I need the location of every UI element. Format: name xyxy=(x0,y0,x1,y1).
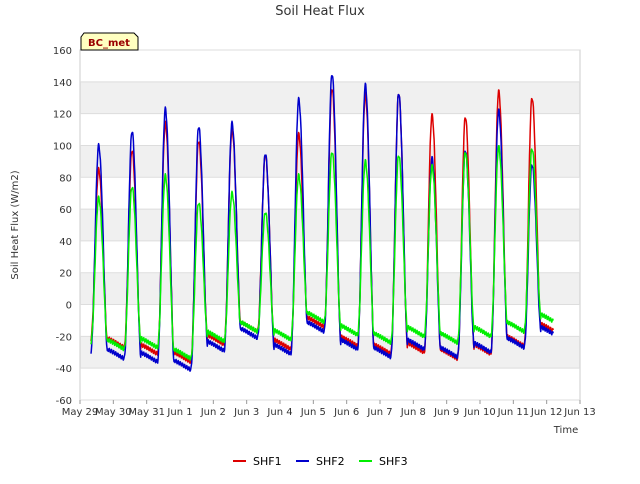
grid-band xyxy=(80,50,580,82)
x-tick-label: Jun 2 xyxy=(200,407,226,418)
grid-band xyxy=(80,209,580,241)
y-axis-title: Soil Heat Flux (W/m2) xyxy=(10,170,21,279)
x-tick-label: Jun 13 xyxy=(563,407,596,418)
x-tick-label: Jun 1 xyxy=(166,407,192,418)
y-tick-label: 100 xyxy=(53,141,72,152)
x-tick-label: Jun 6 xyxy=(333,407,359,418)
grid-band xyxy=(80,240,580,273)
site-label: BC_met xyxy=(88,38,130,49)
grid-band xyxy=(80,304,580,337)
x-tick-label: Jun 8 xyxy=(400,407,426,418)
x-tick-label: May 29 xyxy=(62,407,99,418)
y-tick-label: 160 xyxy=(53,46,72,57)
x-tick-label: Jun 7 xyxy=(366,407,392,418)
legend-label-shf2: SHF2 xyxy=(316,455,345,468)
y-axis-ticks: -60 -40 -20 0 20 40 60 80 100 120 140 160 xyxy=(53,46,72,407)
legend-label-shf1: SHF1 xyxy=(253,455,282,468)
legend-label-shf3: SHF3 xyxy=(379,455,408,468)
y-tick-label: -60 xyxy=(56,396,72,407)
y-tick-label: -40 xyxy=(56,364,72,375)
y-tick-label: -20 xyxy=(56,332,72,343)
x-tick-label: Jun 5 xyxy=(300,407,326,418)
chart-title: Soil Heat Flux xyxy=(275,4,365,19)
series-lines xyxy=(90,74,554,372)
x-axis-title: Time xyxy=(553,425,578,436)
x-tick-label: Jun 10 xyxy=(463,407,496,418)
series-line-shf3 xyxy=(90,144,554,361)
x-tick-label: Jun 11 xyxy=(497,407,530,418)
x-tick-label: Jun 3 xyxy=(233,407,259,418)
y-tick-label: 120 xyxy=(53,110,72,121)
legend: SHF1 SHF2 SHF3 xyxy=(233,455,408,468)
y-tick-label: 80 xyxy=(59,173,72,184)
site-label-background xyxy=(80,32,139,51)
y-tick-label: 140 xyxy=(53,78,72,89)
y-tick-label: 0 xyxy=(66,301,72,312)
grid-band xyxy=(80,336,580,369)
grid-band xyxy=(80,272,580,305)
x-tick-label: May 31 xyxy=(128,407,165,418)
x-tick-label: May 30 xyxy=(95,407,132,418)
x-tick-label: Jun 4 xyxy=(266,407,292,418)
x-tick-label: Jun 12 xyxy=(530,407,563,418)
site-label-box: BC_met xyxy=(80,32,139,51)
y-tick-label: 20 xyxy=(59,269,72,280)
y-tick-label: 60 xyxy=(59,205,72,216)
series-line-shf2 xyxy=(90,74,554,372)
y-tick-label: 40 xyxy=(59,237,72,248)
grid-band xyxy=(80,368,580,400)
gridlines xyxy=(80,49,580,401)
x-tick-label: Jun 9 xyxy=(433,407,459,418)
